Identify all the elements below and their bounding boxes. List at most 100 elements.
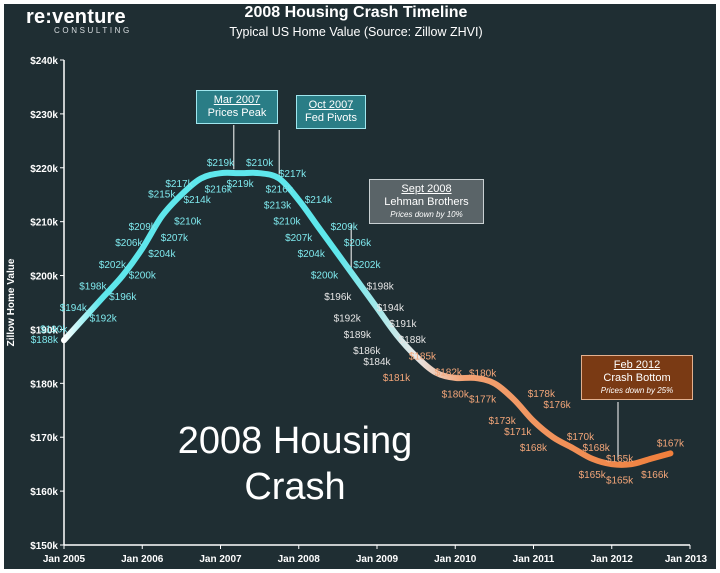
y-tick-label: $190k — [30, 325, 58, 336]
x-tick-label: Jan 2007 — [199, 554, 242, 565]
data-label: $166k — [641, 470, 669, 481]
data-label: $200k — [311, 271, 339, 282]
callout-peak-text: Prices Peak — [207, 107, 267, 119]
data-label: $202k — [99, 260, 127, 271]
data-label: $219k — [226, 179, 254, 190]
home-value-line — [61, 169, 674, 468]
data-label: $216k — [266, 185, 294, 196]
brand-logo: re:venture CONSULTING — [26, 6, 132, 35]
data-label: $210k — [246, 158, 274, 169]
data-label: $214k — [305, 195, 333, 206]
chart-subtitle: Typical US Home Value (Source: Zillow ZH… — [229, 25, 483, 39]
y-tick-label: $170k — [30, 433, 58, 444]
x-tick-label: Jan 2011 — [513, 554, 555, 565]
data-label: $178k — [528, 389, 556, 400]
data-label: $215k — [148, 190, 176, 201]
data-label: $168k — [520, 443, 548, 454]
callout-lehman-text: Lehman Brothers — [384, 196, 469, 208]
x-tick-label: Jan 2006 — [121, 554, 164, 565]
callout-peak-date: Mar 2007 — [213, 94, 261, 106]
data-label: $196k — [324, 292, 352, 303]
data-label: $168k — [583, 443, 611, 454]
data-label: $217k — [279, 169, 307, 180]
y-tick-label: $180k — [30, 379, 58, 390]
data-label: $192k — [334, 314, 362, 325]
overlay-line-2: Crash — [244, 466, 346, 508]
data-label: $217k — [165, 179, 193, 190]
data-label: $206k — [344, 238, 372, 249]
callout-fed-text: Fed Pivots — [305, 112, 357, 124]
y-tick-label: $220k — [30, 164, 58, 175]
data-label: $165k — [606, 476, 634, 487]
data-label: $213k — [264, 201, 292, 212]
data-label: $171k — [504, 427, 532, 438]
y-tick-label: $200k — [30, 272, 58, 283]
data-label: $194k — [377, 303, 405, 314]
y-axis-label: Zillow Home Value — [6, 258, 17, 346]
logo-subtitle: CONSULTING — [54, 26, 132, 35]
data-label: $165k — [606, 454, 634, 465]
callout-feb-2012: Feb 2012 Crash Bottom Prices down by 25% — [581, 355, 693, 400]
data-label: $198k — [367, 281, 395, 292]
y-tick-label: $150k — [30, 541, 58, 552]
data-label: $204k — [298, 249, 326, 260]
chart-title: 2008 Housing Crash Timeline — [244, 4, 468, 21]
data-label: $186k — [353, 346, 381, 357]
y-tick-label: $210k — [30, 218, 58, 229]
data-label: $167k — [657, 438, 685, 449]
data-label: $173k — [489, 416, 517, 427]
overlay-headline: 2008 Housing Crash — [130, 418, 460, 510]
data-label: $182k — [435, 368, 463, 379]
data-label: $180k — [469, 368, 497, 379]
data-label: $190k — [40, 324, 68, 335]
data-label: $180k — [442, 389, 470, 400]
data-label: $207k — [161, 233, 189, 244]
data-label: $176k — [543, 400, 571, 411]
data-label: $204k — [148, 249, 176, 260]
callout-lehman-date: Sept 2008 — [401, 183, 452, 195]
x-tick-label: Jan 2008 — [278, 554, 321, 565]
data-label: $206k — [115, 238, 143, 249]
x-tick-label: Jan 2009 — [356, 554, 399, 565]
data-label: $188k — [31, 335, 59, 346]
x-tick-label: Jan 2005 — [43, 554, 86, 565]
y-tick-label: $230k — [30, 110, 58, 121]
callout-bottom-date: Feb 2012 — [613, 359, 661, 371]
callout-bottom-text: Crash Bottom — [603, 372, 671, 384]
data-label: $216k — [205, 184, 233, 195]
data-label: $209k — [331, 222, 359, 233]
data-label: $170k — [567, 432, 595, 443]
data-label: $165k — [579, 470, 607, 481]
data-label: $192k — [90, 314, 118, 325]
x-tick-label: Jan 2012 — [591, 554, 634, 565]
data-label: $189k — [344, 330, 372, 341]
data-label: $209k — [129, 222, 157, 233]
data-label: $198k — [79, 281, 107, 292]
data-label: $188k — [399, 335, 427, 346]
callout-fed-date: Oct 2007 — [308, 99, 354, 111]
data-label: $210k — [273, 217, 301, 228]
x-tick-label: Jan 2010 — [434, 554, 477, 565]
data-label: $210k — [174, 217, 202, 228]
callout-sept-2008: Sept 2008 Lehman Brothers Prices down by… — [369, 179, 484, 224]
data-label: $214k — [183, 195, 211, 206]
data-label: $191k — [389, 319, 417, 330]
overlay-line-1: 2008 Housing — [177, 420, 413, 462]
data-label: $207k — [285, 233, 313, 244]
callout-bottom-note: Prices down by 25% — [600, 386, 674, 395]
data-label: $202k — [353, 260, 381, 271]
data-label: $181k — [383, 373, 411, 384]
callout-lehman-note: Prices down by 10% — [390, 210, 463, 219]
data-label: $219k — [207, 158, 235, 169]
y-tick-label: $160k — [30, 487, 58, 498]
data-label: $194k — [60, 303, 88, 314]
callout-mar-2007: Mar 2007 Prices Peak — [196, 90, 278, 124]
data-label: $196k — [109, 292, 137, 303]
x-tick-label: Jan 2013 — [665, 554, 708, 565]
data-label: $177k — [469, 395, 497, 406]
callout-oct-2007: Oct 2007 Fed Pivots — [296, 95, 366, 129]
logo-brand: re:venture — [26, 6, 126, 28]
data-label: $184k — [363, 357, 391, 368]
data-label: $200k — [129, 271, 157, 282]
